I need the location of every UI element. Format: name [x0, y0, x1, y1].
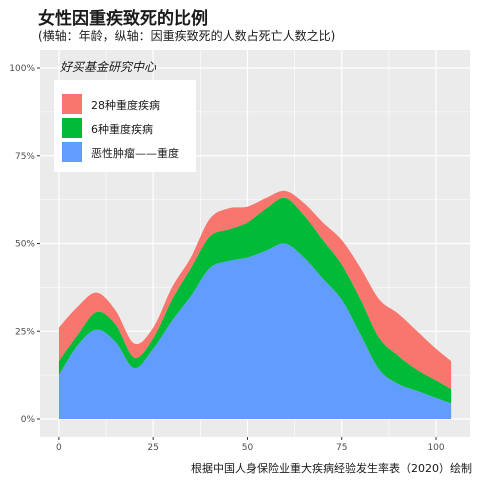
legend-item-cancer-label: 恶性肿瘤——重度: [91, 146, 179, 160]
y-tick-label: 25%: [15, 327, 35, 337]
y-tick-label: 50%: [15, 240, 35, 250]
x-tick-label: 75: [336, 443, 347, 453]
legend-item-6-severe-swatch: [62, 118, 82, 138]
x-tick-label: 100: [427, 443, 444, 453]
chart-subtitle: (横轴：年龄，纵轴：因重疾致死的人数占死亡人数之比): [38, 29, 336, 43]
y-tick-label: 0%: [21, 415, 36, 425]
x-tick-label: 25: [147, 443, 158, 453]
y-tick-label: 100%: [9, 64, 35, 74]
legend-item-28-severe-swatch: [62, 94, 82, 114]
chart-title: 女性因重疾致死的比例: [38, 9, 208, 29]
legend-item-6-severe-label: 6种重度疾病: [91, 122, 153, 136]
area-28-severe-diseases: [58, 190, 452, 390]
area-layers: [58, 190, 452, 419]
legend-item-cancer-swatch: [62, 142, 82, 162]
y-tick-label: 75%: [15, 152, 35, 162]
area-6-severe-diseases: [58, 197, 452, 404]
area-cancer-severe: [58, 243, 452, 419]
chart-caption: 根据中国人身保险业重大疾病经验发生率表（2020）绘制: [191, 462, 472, 475]
legend-item-28-severe-label: 28种重度疾病: [91, 98, 160, 112]
x-tick-label: 50: [242, 443, 254, 453]
legend-title: 好买基金研究中心: [60, 60, 157, 74]
x-tick-label: 0: [56, 443, 62, 453]
axis-ticks: 0 25 50 75 100 0% 25% 50% 75% 100%: [9, 64, 445, 453]
